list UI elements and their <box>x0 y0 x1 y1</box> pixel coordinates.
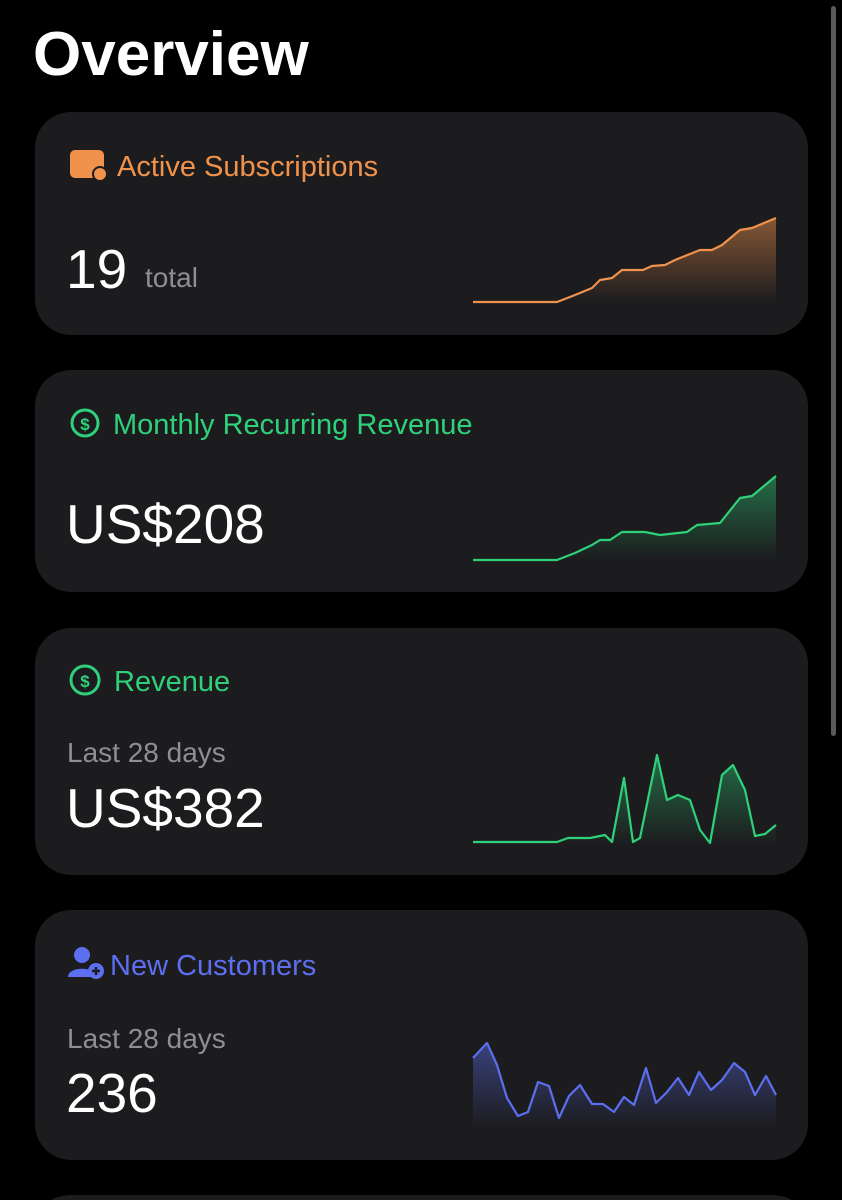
card-title: Active Subscriptions <box>117 151 378 183</box>
dollar-icon: $ <box>69 664 101 696</box>
card-value: US$382 <box>66 777 265 839</box>
svg-text:$: $ <box>80 415 90 434</box>
sparkline <box>473 475 777 562</box>
card-subtitle: Last 28 days <box>67 737 226 768</box>
page-title: Overview <box>33 20 310 89</box>
card-title: Monthly Recurring Revenue <box>113 409 472 441</box>
card-subtitle: Last 28 days <box>67 1023 226 1054</box>
sparkline <box>473 753 777 845</box>
sparkline <box>473 216 777 304</box>
calendar-icon <box>70 150 108 182</box>
person-add-icon <box>68 947 104 979</box>
sparkline-area <box>473 218 776 302</box>
card-title: Revenue <box>114 666 230 698</box>
card[interactable]: $ Revenue Last 28 days US$382 <box>35 628 808 875</box>
card-value: 236 <box>66 1062 158 1124</box>
sparkline <box>472 1041 777 1120</box>
scrollbar <box>831 6 836 736</box>
card-value: 19 <box>66 238 127 300</box>
card-unit: total <box>145 262 198 293</box>
card[interactable]: New Customers Last 28 days 236 <box>35 910 808 1160</box>
sparkline-area <box>473 1043 776 1128</box>
card-value: US$208 <box>66 493 265 555</box>
card[interactable]: $ Monthly Recurring Revenue US$208 <box>35 370 808 592</box>
card[interactable]: Active Subscriptions 19 total <box>35 112 808 335</box>
card-bg <box>35 910 808 1160</box>
sparkline-area <box>473 755 776 845</box>
card-bg <box>35 628 808 875</box>
sparkline-area <box>473 476 776 560</box>
recurring-icon: $ <box>70 408 100 438</box>
svg-text:$: $ <box>80 672 90 691</box>
card-title: New Customers <box>110 950 316 982</box>
card-bg <box>51 1195 792 1200</box>
